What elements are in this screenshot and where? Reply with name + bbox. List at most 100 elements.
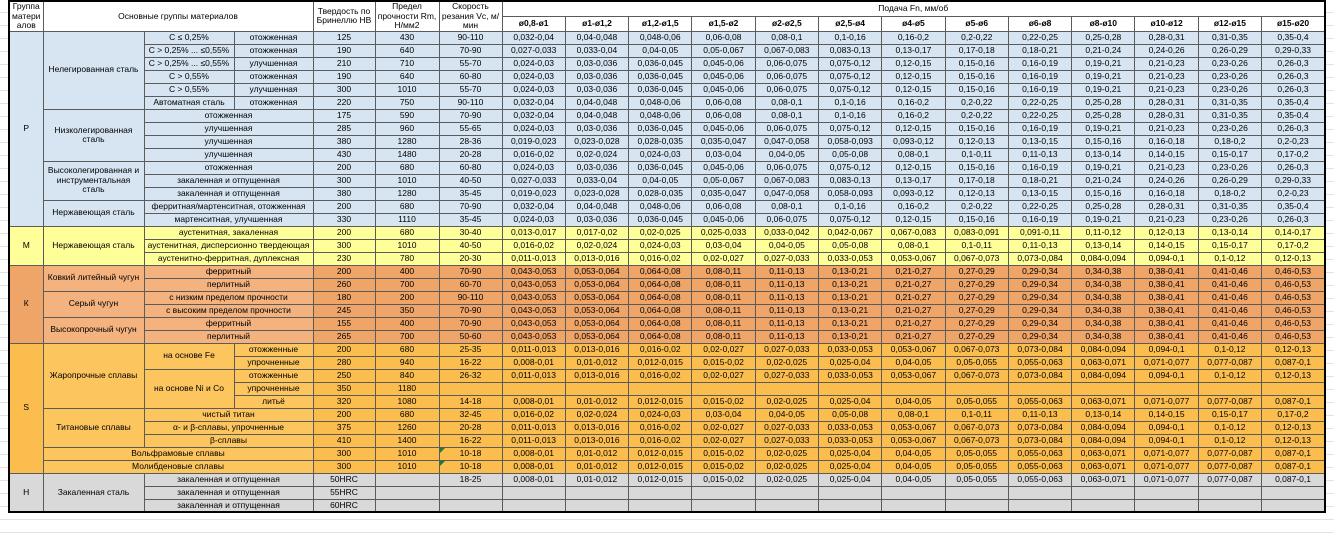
feed-value-cell[interactable]: 0,41-0,46: [1197, 277, 1263, 292]
feed-value-cell[interactable]: [1071, 485, 1136, 500]
feed-value-cell[interactable]: 0,008-0,01: [501, 355, 566, 370]
material-label-cell[interactable]: чистый титан: [143, 407, 314, 422]
feed-value-cell[interactable]: [754, 381, 819, 396]
feed-value-cell[interactable]: 0,21-0,24: [1071, 173, 1136, 188]
feed-value-cell[interactable]: 0,04-0,05: [881, 394, 946, 409]
feed-value-cell[interactable]: 0,04-0,05: [881, 355, 946, 370]
feed-value-cell[interactable]: 0,016-0,02: [501, 238, 566, 253]
feed-value-cell[interactable]: 0,27-0,29: [944, 290, 1009, 305]
feed-value-cell[interactable]: 0,23-0,26: [1197, 212, 1263, 227]
property-value-cell[interactable]: 190: [312, 69, 376, 84]
feed-value-cell[interactable]: 0,17-0,2: [1261, 238, 1326, 253]
feed-value-cell[interactable]: 0,012-0,015: [628, 394, 693, 409]
property-value-cell[interactable]: [374, 472, 440, 487]
feed-value-cell[interactable]: 0,016-0,02: [628, 420, 693, 435]
header-feed-title[interactable]: Подача Fn, мм/об: [501, 0, 1326, 17]
material-label-cell[interactable]: Серый чугун: [42, 290, 145, 318]
feed-value-cell[interactable]: 0,084-0,094: [1071, 433, 1136, 448]
property-value-cell[interactable]: 265: [312, 329, 376, 344]
feed-value-cell[interactable]: 0,41-0,46: [1197, 303, 1263, 318]
feed-value-cell[interactable]: 0,1-0,16: [817, 30, 883, 45]
feed-value-cell[interactable]: 0,087-0,1: [1261, 472, 1326, 487]
material-label-cell[interactable]: упрочненные: [233, 381, 314, 396]
feed-value-cell[interactable]: 0,29-0,34: [1007, 277, 1073, 292]
feed-value-cell[interactable]: 0,071-0,077: [1134, 355, 1199, 370]
feed-value-cell[interactable]: [628, 381, 693, 396]
header-diameter-range[interactable]: ø1,5-ø2: [691, 15, 756, 32]
feed-value-cell[interactable]: [1261, 381, 1326, 396]
property-value-cell[interactable]: 40-50: [438, 173, 503, 188]
feed-value-cell[interactable]: 0,41-0,46: [1197, 290, 1263, 305]
feed-value-cell[interactable]: 0,064-0,08: [628, 329, 693, 344]
property-value-cell[interactable]: 200: [312, 407, 376, 422]
feed-value-cell[interactable]: 0,071-0,077: [1134, 394, 1199, 409]
feed-value-cell[interactable]: 0,14-0,15: [1134, 407, 1199, 422]
property-value-cell[interactable]: 960: [374, 121, 440, 136]
feed-value-cell[interactable]: 0,41-0,46: [1197, 316, 1263, 331]
property-value-cell[interactable]: 1400: [374, 433, 440, 448]
feed-value-cell[interactable]: 0,11-0,13: [1007, 238, 1073, 253]
material-label-cell[interactable]: Высоколегированная и инструментальная ст…: [42, 160, 145, 201]
property-value-cell[interactable]: 90-110: [438, 95, 503, 110]
feed-value-cell[interactable]: 0,023-0,028: [564, 186, 630, 201]
feed-value-cell[interactable]: [501, 498, 566, 513]
feed-value-cell[interactable]: 0,067-0,073: [944, 433, 1009, 448]
feed-value-cell[interactable]: 0,1-0,12: [1197, 420, 1263, 435]
feed-value-cell[interactable]: 0,46-0,53: [1261, 303, 1326, 318]
feed-value-cell[interactable]: 0,06-0,075: [754, 69, 819, 84]
material-label-cell[interactable]: улучшенная: [143, 121, 314, 136]
property-value-cell[interactable]: 300: [312, 173, 376, 188]
property-value-cell[interactable]: 380: [312, 186, 376, 201]
feed-value-cell[interactable]: 0,27-0,29: [944, 264, 1009, 279]
feed-value-cell[interactable]: 0,073-0,084: [1007, 251, 1073, 266]
feed-value-cell[interactable]: 0,23-0,26: [1197, 121, 1263, 136]
property-value-cell[interactable]: 1010: [374, 459, 440, 474]
feed-value-cell[interactable]: 0,21-0,27: [881, 316, 946, 331]
feed-value-cell[interactable]: 0,19-0,21: [1071, 121, 1136, 136]
feed-value-cell[interactable]: 0,008-0,01: [501, 472, 566, 487]
property-value-cell[interactable]: 430: [374, 30, 440, 45]
material-label-cell[interactable]: на основе Fe: [143, 342, 235, 370]
feed-value-cell[interactable]: 0,045-0,06: [691, 212, 756, 227]
material-label-cell[interactable]: отожженная: [233, 95, 314, 110]
feed-value-cell[interactable]: 0,067-0,073: [944, 368, 1009, 383]
feed-value-cell[interactable]: 0,06-0,08: [691, 199, 756, 214]
property-value-cell[interactable]: 1280: [374, 186, 440, 201]
feed-value-cell[interactable]: 0,27-0,29: [944, 316, 1009, 331]
feed-value-cell[interactable]: 0,34-0,38: [1071, 329, 1136, 344]
material-label-cell[interactable]: отожженная: [143, 160, 314, 175]
feed-value-cell[interactable]: 0,013-0,016: [564, 420, 630, 435]
material-label-cell[interactable]: Нержавеющая сталь: [42, 225, 145, 266]
feed-value-cell[interactable]: 0,025-0,04: [817, 472, 883, 487]
feed-value-cell[interactable]: 0,008-0,01: [501, 446, 566, 461]
feed-value-cell[interactable]: 0,025-0,04: [817, 459, 883, 474]
feed-value-cell[interactable]: 0,08-0,11: [691, 303, 756, 318]
feed-value-cell[interactable]: 0,073-0,084: [1007, 433, 1073, 448]
feed-value-cell[interactable]: 0,13-0,14: [1071, 407, 1136, 422]
material-label-cell[interactable]: Нержавеющая сталь: [42, 199, 145, 227]
property-value-cell[interactable]: 680: [374, 225, 440, 240]
material-label-cell[interactable]: ферритный: [143, 264, 314, 279]
material-label-cell[interactable]: С > 0,55%: [143, 69, 235, 84]
property-value-cell[interactable]: 200: [312, 225, 376, 240]
feed-value-cell[interactable]: 0,02-0,025: [754, 394, 819, 409]
feed-value-cell[interactable]: 0,19-0,21: [1071, 160, 1136, 175]
property-value-cell[interactable]: 210: [312, 56, 376, 71]
feed-value-cell[interactable]: 0,01-0,012: [564, 446, 630, 461]
feed-value-cell[interactable]: [564, 485, 630, 500]
feed-value-cell[interactable]: [944, 485, 1009, 500]
material-label-cell[interactable]: улучшенная: [233, 56, 314, 71]
feed-value-cell[interactable]: 0,11-0,13: [1007, 407, 1073, 422]
material-label-cell[interactable]: β-сплавы: [143, 433, 314, 448]
feed-value-cell[interactable]: 0,04-0,05: [754, 407, 819, 422]
property-value-cell[interactable]: 260: [312, 277, 376, 292]
property-value-cell[interactable]: 750: [374, 95, 440, 110]
feed-value-cell[interactable]: 0,045-0,06: [691, 69, 756, 84]
property-value-cell[interactable]: 55-70: [438, 56, 503, 71]
feed-value-cell[interactable]: 0,094-0,1: [1134, 433, 1199, 448]
feed-value-cell[interactable]: 0,15-0,17: [1197, 407, 1263, 422]
feed-value-cell[interactable]: 0,015-0,02: [691, 459, 756, 474]
feed-value-cell[interactable]: 0,094-0,1: [1134, 368, 1199, 383]
feed-value-cell[interactable]: 0,22-0,25: [1007, 30, 1073, 45]
feed-value-cell[interactable]: 0,024-0,03: [501, 69, 566, 84]
